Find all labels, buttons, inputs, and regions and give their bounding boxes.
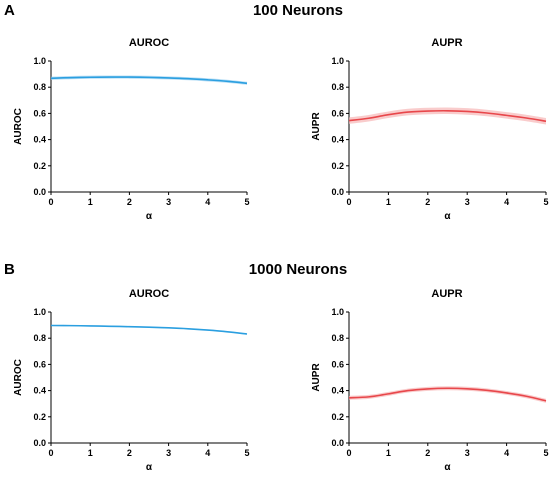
x-tick-label: 4 (205, 448, 210, 458)
y-axis-title: AUPR (311, 363, 322, 392)
y-tick-label: 0.6 (331, 359, 344, 369)
y-tick-label: 0.6 (33, 359, 46, 369)
plot-title: AUROC (129, 288, 169, 300)
y-tick-label: 0.6 (331, 108, 344, 118)
x-tick-label: 1 (88, 197, 93, 207)
x-tick-label: 1 (386, 197, 391, 207)
x-tick-label: 4 (205, 197, 210, 207)
plot-a-aupr: AUPR 0.0 0.2 0.4 0.6 0.8 1.0 0 1 2 3 4 5 α AUPR (311, 37, 549, 222)
y-tick-label: 0.0 (331, 438, 344, 448)
series-line (50, 324, 248, 335)
x-axis-title: α (444, 211, 451, 222)
x-tick-label: 3 (166, 448, 171, 458)
x-tick-label: 2 (127, 197, 132, 207)
y-tick-label: 1.0 (33, 307, 46, 317)
panel-letter-a: A (4, 2, 15, 19)
x-tick-label: 2 (425, 197, 430, 207)
plot-b-aupr: AUPR 0.0 0.2 0.4 0.6 0.8 1.0 0 1 2 3 4 5 α AUPR (311, 288, 549, 473)
y-tick-label: 0.4 (331, 386, 344, 396)
plot-b-auroc: AUROC 0.0 0.2 0.4 0.6 0.8 1.0 0 1 2 3 4 5 α AUROC (13, 288, 250, 473)
y-tick-label: 0.2 (331, 412, 344, 422)
y-tick-label: 0.0 (33, 438, 46, 448)
series-line (50, 76, 248, 85)
plot-title: AUPR (431, 37, 462, 49)
x-tick-label: 5 (543, 197, 548, 207)
y-tick-label: 0.2 (33, 412, 46, 422)
x-tick-label: 5 (244, 448, 249, 458)
y-tick-label: 0.0 (33, 187, 46, 197)
x-tick-label: 0 (48, 197, 53, 207)
y-tick-label: 0.0 (331, 187, 344, 197)
y-axis-title: AUROC (13, 359, 24, 396)
y-tick-label: 0.6 (33, 108, 46, 118)
y-axis-title: AUPR (311, 112, 322, 141)
y-tick-label: 0.2 (33, 161, 46, 171)
series-line (348, 387, 547, 402)
y-tick-label: 0.4 (33, 386, 46, 396)
x-tick-label: 3 (166, 197, 171, 207)
y-tick-label: 1.0 (331, 56, 344, 66)
confidence-band (349, 386, 546, 403)
series-line (348, 109, 547, 123)
y-tick-label: 0.8 (33, 82, 46, 92)
x-tick-label: 4 (504, 197, 509, 207)
x-axis-title: α (146, 211, 153, 222)
x-axis-title: α (444, 462, 451, 473)
x-tick-label: 4 (504, 448, 509, 458)
y-tick-label: 1.0 (331, 307, 344, 317)
y-tick-label: 0.8 (331, 82, 344, 92)
y-tick-label: 0.2 (331, 161, 344, 171)
y-tick-label: 1.0 (33, 56, 46, 66)
y-axis-title: AUROC (13, 108, 24, 145)
y-tick-label: 0.8 (331, 333, 344, 343)
x-tick-label: 0 (48, 448, 53, 458)
plot-title: AUPR (431, 288, 462, 300)
group-title-b: 1000 Neurons (249, 261, 347, 278)
y-tick-label: 0.8 (33, 333, 46, 343)
panel-letter-b: B (4, 261, 15, 278)
x-axis-title: α (146, 462, 153, 473)
plot-title: AUROC (129, 37, 169, 49)
plot-a-auroc: AUROC 0.0 0.2 0.4 0.6 0.8 1.0 0 1 2 3 4 5 α AUROC (13, 37, 250, 222)
group-title-a: 100 Neurons (253, 2, 343, 19)
y-tick-label: 0.4 (331, 135, 344, 145)
x-tick-label: 3 (465, 197, 470, 207)
x-tick-label: 5 (543, 448, 548, 458)
x-tick-label: 1 (88, 448, 93, 458)
x-tick-label: 2 (425, 448, 430, 458)
x-tick-label: 1 (386, 448, 391, 458)
x-tick-label: 0 (346, 197, 351, 207)
x-tick-label: 2 (127, 448, 132, 458)
x-tick-label: 5 (244, 197, 249, 207)
x-tick-label: 0 (346, 448, 351, 458)
y-tick-label: 0.4 (33, 135, 46, 145)
confidence-band (349, 107, 546, 125)
x-tick-label: 3 (465, 448, 470, 458)
